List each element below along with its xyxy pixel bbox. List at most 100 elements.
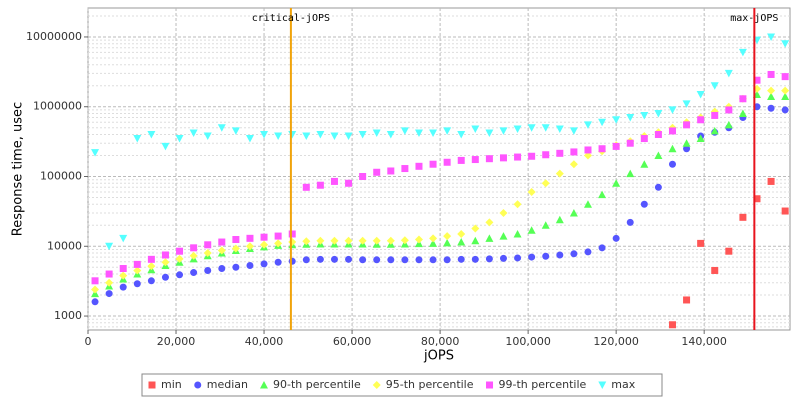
point (485, 234, 494, 242)
point (302, 132, 311, 141)
point (738, 109, 747, 117)
point (753, 195, 761, 203)
x-tick-label: 20,000 (157, 335, 196, 348)
point (781, 40, 790, 48)
point (626, 139, 634, 147)
point (400, 236, 409, 245)
point (274, 239, 283, 248)
point (767, 86, 776, 95)
point (682, 139, 691, 147)
point (640, 111, 649, 120)
point (119, 283, 127, 291)
point (231, 244, 240, 253)
point (583, 200, 592, 208)
point (218, 265, 226, 273)
point (767, 92, 776, 101)
point (175, 135, 184, 143)
point (640, 200, 648, 208)
point (583, 121, 592, 129)
legend-symbol (148, 381, 156, 389)
point (485, 255, 493, 263)
legend-label: max (611, 378, 635, 391)
x-tick-label: 0 (85, 335, 92, 348)
point (485, 155, 493, 163)
point (345, 179, 353, 187)
point (527, 187, 536, 196)
grid (87, 8, 790, 330)
point (499, 208, 508, 217)
point (485, 218, 494, 227)
point (443, 127, 452, 135)
point (668, 106, 677, 114)
point (316, 181, 324, 189)
point (373, 256, 381, 264)
point (190, 269, 198, 277)
y-tick-label: 1000000 (33, 100, 82, 113)
point (246, 262, 254, 270)
point (725, 106, 733, 114)
point (161, 273, 169, 281)
point (373, 168, 381, 176)
point (231, 127, 240, 135)
point (767, 104, 775, 112)
point (330, 132, 339, 141)
point (203, 249, 212, 258)
point (541, 221, 550, 229)
point (260, 260, 268, 268)
point (471, 125, 480, 133)
point (767, 70, 775, 78)
point (612, 179, 621, 187)
point (119, 271, 128, 280)
point (471, 255, 479, 263)
point (119, 265, 127, 273)
point (640, 135, 648, 143)
point (316, 236, 325, 245)
y-axis-title: Response time, usec (11, 102, 26, 236)
point (288, 230, 296, 238)
point (414, 129, 423, 138)
point (696, 134, 705, 143)
point (443, 238, 452, 247)
point (499, 232, 508, 240)
point (91, 277, 99, 285)
legend-symbol (486, 381, 494, 389)
point (612, 116, 621, 124)
point (105, 278, 114, 287)
point (302, 256, 310, 264)
point (753, 76, 761, 84)
annotation-label: critical-jOPS (252, 13, 330, 24)
point (457, 156, 465, 164)
point (555, 125, 564, 133)
point (358, 236, 367, 245)
point (514, 153, 522, 161)
point (359, 256, 367, 264)
point (738, 48, 747, 57)
point (542, 252, 550, 260)
point (668, 144, 677, 153)
point (683, 145, 691, 153)
point (91, 285, 100, 294)
point (527, 124, 536, 132)
point (443, 158, 451, 166)
y-tick-label: 10000000 (26, 30, 82, 43)
point (91, 149, 100, 157)
legend-label: 90-th percentile (273, 378, 361, 391)
legend-label: min (161, 378, 182, 391)
point (710, 126, 719, 135)
point (176, 271, 184, 279)
annotation-label: max-jOPS (730, 13, 778, 24)
point (682, 100, 691, 108)
point (626, 218, 634, 226)
point (668, 127, 676, 135)
point (725, 247, 733, 255)
point (697, 239, 705, 247)
point (457, 229, 466, 238)
legend-symbol (372, 381, 381, 389)
point (598, 145, 606, 153)
point (598, 244, 606, 252)
point (91, 298, 99, 306)
point (330, 177, 338, 185)
point (386, 236, 395, 245)
x-axis-title: jOPS (423, 349, 454, 364)
point (528, 152, 536, 160)
